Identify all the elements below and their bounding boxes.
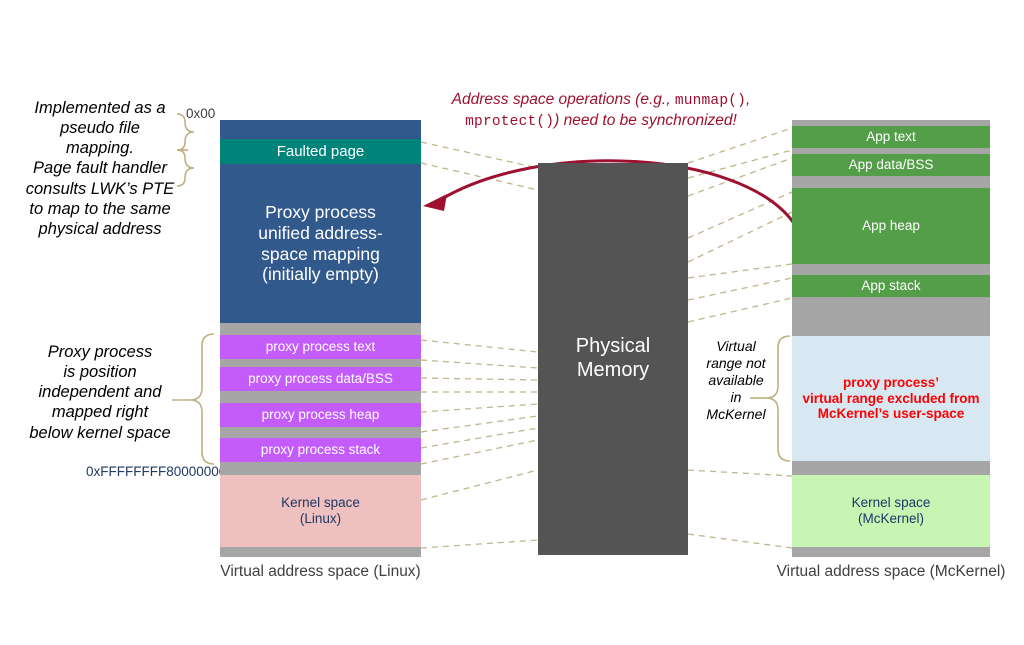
- proxy-process-heap: proxy process heap: [220, 403, 421, 427]
- mckernel-address-space-column: App text App data/BSS App heap App stack pro…: [792, 0, 990, 645]
- gap-3: [220, 391, 421, 403]
- gap-1: [220, 323, 421, 335]
- bottom-gray: [220, 547, 421, 557]
- gap-5: [220, 462, 421, 475]
- caption-mckernel: Virtual address space (McKernel): [776, 563, 1006, 580]
- physical-memory-block: Physical Memory: [538, 163, 688, 555]
- gap-4: [792, 297, 990, 336]
- caption-linux: Virtual address space (Linux): [220, 563, 421, 580]
- sync-note-part2: ,: [746, 91, 751, 108]
- sync-note-part1: Address space operations (e.g.,: [451, 91, 675, 108]
- note-virtual-range-unavailable: Virtual range not available in McKernel: [706, 338, 766, 423]
- excluded-range: proxy process’ virtual range excluded fr…: [792, 336, 990, 461]
- gap-3: [792, 264, 990, 275]
- gap-5: [792, 461, 990, 475]
- top-gray: [792, 120, 990, 126]
- proxy-unified-map: Proxy process unified address- space map…: [220, 164, 421, 323]
- note-pseudo-file-mapping: Implemented as a pseudo file mapping. Pa…: [25, 99, 175, 238]
- sync-note-munmap: munmap(): [674, 93, 747, 109]
- sync-note-mprotect: mprotect(): [465, 113, 555, 130]
- gap-1: [792, 148, 990, 154]
- app-stack: App stack: [792, 275, 990, 297]
- address-label-top: 0x00: [186, 106, 216, 121]
- linux-address-space-column: Faulted page Proxy process unified addres…: [220, 0, 421, 645]
- gap-2: [792, 176, 990, 188]
- gap-4: [220, 427, 421, 438]
- kernel-space-mckernel: Kernel space (McKernel): [792, 475, 990, 547]
- note-position-independent: Proxy process is position independent an…: [29, 343, 171, 442]
- app-data-bss: App data/BSS: [792, 154, 990, 176]
- top-blue-pad: [220, 120, 421, 139]
- sync-note-part3: ) need to be synchronized!: [554, 111, 737, 129]
- bottom-gray: [792, 547, 990, 557]
- proxy-process-data: proxy process data/BSS: [220, 367, 421, 391]
- sync-arrow-head: [423, 194, 447, 211]
- brace-proxy-region: [189, 333, 215, 465]
- kernel-space-linux: Kernel space (Linux): [220, 475, 421, 547]
- faulted-page: Faulted page: [220, 139, 421, 164]
- address-label-kernel-boundary: 0xFFFFFFFF80000000: [86, 464, 227, 479]
- proxy-process-stack: proxy process stack: [220, 438, 421, 462]
- app-text: App text: [792, 126, 990, 148]
- note-sync-required: Address space operations (e.g., munmap()…: [420, 90, 782, 132]
- proxy-process-text: proxy process text: [220, 335, 421, 359]
- connector-lines-left: [420, 141, 539, 549]
- app-heap: App heap: [792, 188, 990, 264]
- gap-2: [220, 359, 421, 367]
